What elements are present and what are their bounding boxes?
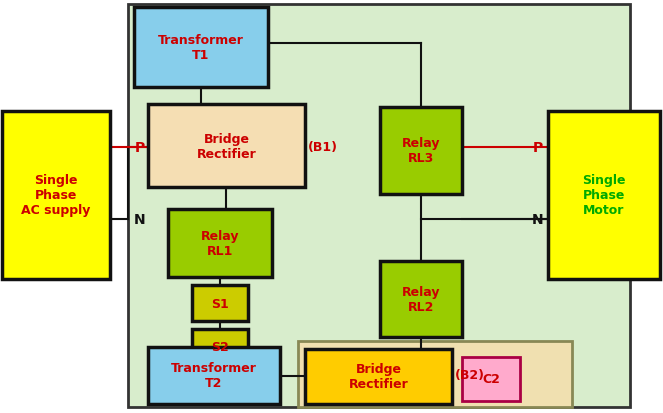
Text: Single
Phase
Motor: Single Phase Motor	[582, 174, 626, 217]
FancyBboxPatch shape	[298, 341, 572, 407]
Text: (B1): (B1)	[308, 141, 338, 154]
Text: Bridge
Rectifier: Bridge Rectifier	[349, 363, 408, 391]
Text: P: P	[533, 141, 543, 154]
Text: S2: S2	[211, 341, 229, 354]
Text: (B2): (B2)	[455, 369, 485, 382]
Text: S1: S1	[211, 297, 229, 310]
FancyBboxPatch shape	[380, 108, 462, 195]
FancyBboxPatch shape	[380, 261, 462, 337]
Text: N: N	[532, 212, 544, 226]
FancyBboxPatch shape	[168, 209, 272, 277]
Text: Relay
RL1: Relay RL1	[201, 230, 239, 257]
FancyBboxPatch shape	[192, 329, 248, 365]
Text: Bridge
Rectifier: Bridge Rectifier	[197, 132, 257, 160]
Text: Transformer
T1: Transformer T1	[158, 34, 244, 62]
Text: Relay
RL3: Relay RL3	[402, 137, 440, 165]
Text: Transformer
T2: Transformer T2	[171, 362, 257, 389]
FancyBboxPatch shape	[462, 357, 520, 401]
FancyBboxPatch shape	[134, 8, 268, 88]
FancyBboxPatch shape	[548, 112, 660, 279]
Text: N: N	[134, 212, 146, 226]
FancyBboxPatch shape	[2, 112, 110, 279]
FancyBboxPatch shape	[305, 349, 452, 404]
FancyBboxPatch shape	[148, 105, 305, 188]
Text: P: P	[135, 141, 145, 154]
FancyBboxPatch shape	[192, 285, 248, 321]
Text: Relay
RL2: Relay RL2	[402, 285, 440, 313]
Text: Single
Phase
AC supply: Single Phase AC supply	[21, 174, 91, 217]
FancyBboxPatch shape	[148, 347, 280, 404]
FancyBboxPatch shape	[128, 5, 630, 407]
Text: C2: C2	[482, 373, 500, 386]
